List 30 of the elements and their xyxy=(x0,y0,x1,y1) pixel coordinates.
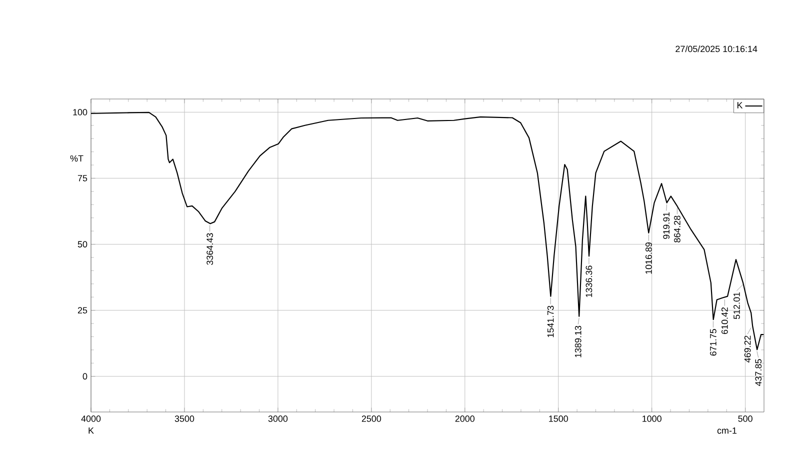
y-tick-label: 100 xyxy=(73,109,88,116)
annotation: 512.01 xyxy=(734,292,740,320)
y-tick-label: 25 xyxy=(78,307,88,314)
annotation: 1389.13 xyxy=(574,326,582,358)
annotation: 1336.36 xyxy=(586,266,592,297)
annotation: 610.42 xyxy=(721,307,728,334)
annotation: 671.75 xyxy=(710,329,716,356)
annotation: 437.85 xyxy=(755,359,762,386)
x-tick-label: 2000 xyxy=(455,416,475,422)
x-tick-label: 3000 xyxy=(268,416,288,422)
x-tick-label: 1500 xyxy=(549,416,568,422)
annotation: 469.22 xyxy=(744,336,751,362)
annotation: 1016.89 xyxy=(645,242,652,274)
annotation: 919.91 xyxy=(663,212,670,239)
annotation: 864.28 xyxy=(674,216,680,242)
x-tick-label: 4000 xyxy=(81,416,101,422)
x-tick-label: 2500 xyxy=(362,416,382,422)
x-tick-label: 3500 xyxy=(174,416,194,422)
y-axis-title: %T xyxy=(70,155,84,162)
x-tick-label: 1000 xyxy=(642,416,662,422)
x-axis-title: cm-1 xyxy=(717,427,737,434)
y-tick-label: 75 xyxy=(78,175,88,182)
text: K xyxy=(88,427,94,434)
text: K xyxy=(737,102,743,108)
y-tick-label: 50 xyxy=(78,241,88,248)
x-tick-label: 500 xyxy=(738,416,752,422)
y-tick-label: 0 xyxy=(82,373,88,380)
text: 27/05/2025 10:16:14 xyxy=(676,46,758,52)
annotation: 1541.73 xyxy=(547,306,554,338)
annotation: 3364.43 xyxy=(206,233,213,265)
